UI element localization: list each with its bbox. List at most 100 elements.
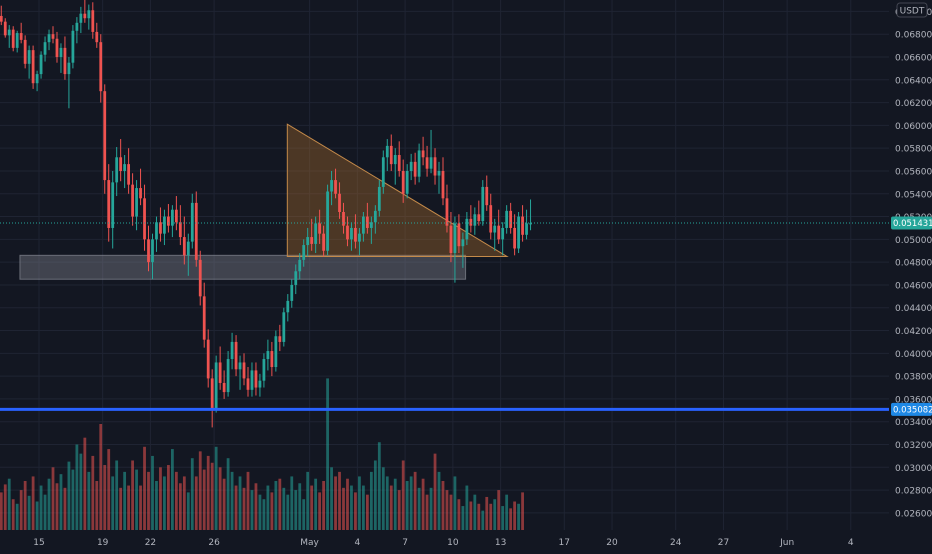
candle-body — [473, 214, 477, 226]
volume-bar — [409, 476, 413, 530]
volume-bar — [457, 499, 461, 530]
candlestick — [174, 196, 178, 231]
volume-bar — [250, 490, 254, 530]
candlestick — [330, 170, 333, 206]
candlestick — [170, 205, 174, 238]
candle-body — [250, 370, 254, 390]
candlestick — [3, 18, 7, 38]
x-axis[interactable]: 15 19 22 26 May 4 7 10 13 17 20 24 27 Jun 4 — [33, 538, 854, 548]
candlestick — [338, 182, 341, 219]
volume-bar — [334, 476, 337, 530]
candlestick — [334, 168, 337, 199]
candlestick — [55, 31, 59, 63]
volume-bar — [505, 494, 509, 530]
volume-bar — [298, 483, 302, 530]
candle-body — [497, 225, 501, 240]
volume-bar — [282, 487, 286, 530]
volume-bar — [147, 471, 150, 530]
current-price-label: 0.051431 — [893, 219, 932, 229]
candle-body — [39, 54, 43, 75]
candle-body — [147, 239, 150, 263]
volume-bar — [131, 460, 134, 530]
candle-body — [318, 223, 322, 234]
candle-body — [377, 186, 381, 211]
candlestick — [7, 25, 11, 48]
candlestick — [489, 193, 493, 240]
candle-body — [55, 38, 59, 57]
volume-bar — [99, 424, 103, 530]
candle-body — [513, 227, 517, 249]
volume-bar — [338, 471, 341, 530]
candle-body — [278, 336, 282, 342]
volume-bar — [330, 467, 333, 530]
candle-body — [298, 259, 302, 272]
candlestick — [159, 207, 162, 242]
candlestick — [354, 214, 357, 249]
candlestick — [493, 218, 497, 251]
volume-bar — [59, 474, 63, 530]
candle-body — [493, 225, 497, 233]
candlestick — [27, 45, 31, 79]
candle-body — [139, 188, 142, 199]
candlestick — [525, 209, 528, 240]
candle-body — [322, 233, 325, 251]
candlestick — [115, 147, 119, 197]
candle-body — [477, 214, 481, 222]
currency-badge[interactable]: USDT — [896, 2, 928, 18]
candlestick — [322, 225, 325, 257]
volume-bar — [318, 492, 322, 530]
volume-bar — [230, 471, 234, 530]
volume-bar — [493, 499, 497, 530]
volume-bar — [67, 461, 71, 530]
volume-bar — [373, 460, 377, 530]
candle-body — [222, 382, 226, 393]
candlestick — [274, 330, 278, 372]
volume-bar — [489, 503, 493, 530]
volume-bar — [425, 494, 429, 530]
candlestick — [346, 216, 349, 247]
volume-bar — [23, 480, 27, 530]
volume-bar — [194, 476, 198, 530]
candlestick — [111, 170, 115, 249]
volume-bar — [198, 451, 202, 530]
candlestick — [326, 184, 329, 256]
volume-bar — [501, 506, 505, 530]
candle-body — [131, 184, 134, 217]
volume-bar — [135, 469, 138, 530]
candle-body — [226, 359, 230, 393]
volume-bar — [294, 490, 298, 530]
candle-body — [290, 284, 294, 301]
candlestick — [473, 207, 477, 235]
candlestick — [457, 214, 461, 254]
candlestick — [186, 233, 190, 276]
volume-bar — [358, 476, 361, 530]
candle-body — [11, 29, 15, 48]
candle-body — [481, 186, 485, 222]
candle-body — [7, 29, 11, 36]
candle-body — [155, 222, 158, 240]
x-tick-label: 15 — [33, 538, 44, 548]
volume-bar — [35, 501, 39, 530]
candle-body — [190, 202, 194, 242]
currency-badge-label: USDT — [900, 7, 925, 17]
candle-body — [258, 380, 262, 388]
volume-bar — [19, 490, 23, 530]
volume-bar — [497, 490, 501, 530]
candle-body — [365, 216, 369, 228]
candle-body — [350, 227, 353, 240]
volume-bar — [354, 492, 357, 530]
candle-body — [326, 191, 329, 251]
x-tick-label: May — [300, 538, 319, 548]
candlestick — [103, 84, 107, 194]
x-tick-label: 24 — [670, 538, 682, 548]
volume-bar — [0, 492, 3, 530]
candle-body — [489, 205, 493, 233]
candlestick — [39, 51, 43, 79]
candle-body — [0, 15, 3, 22]
